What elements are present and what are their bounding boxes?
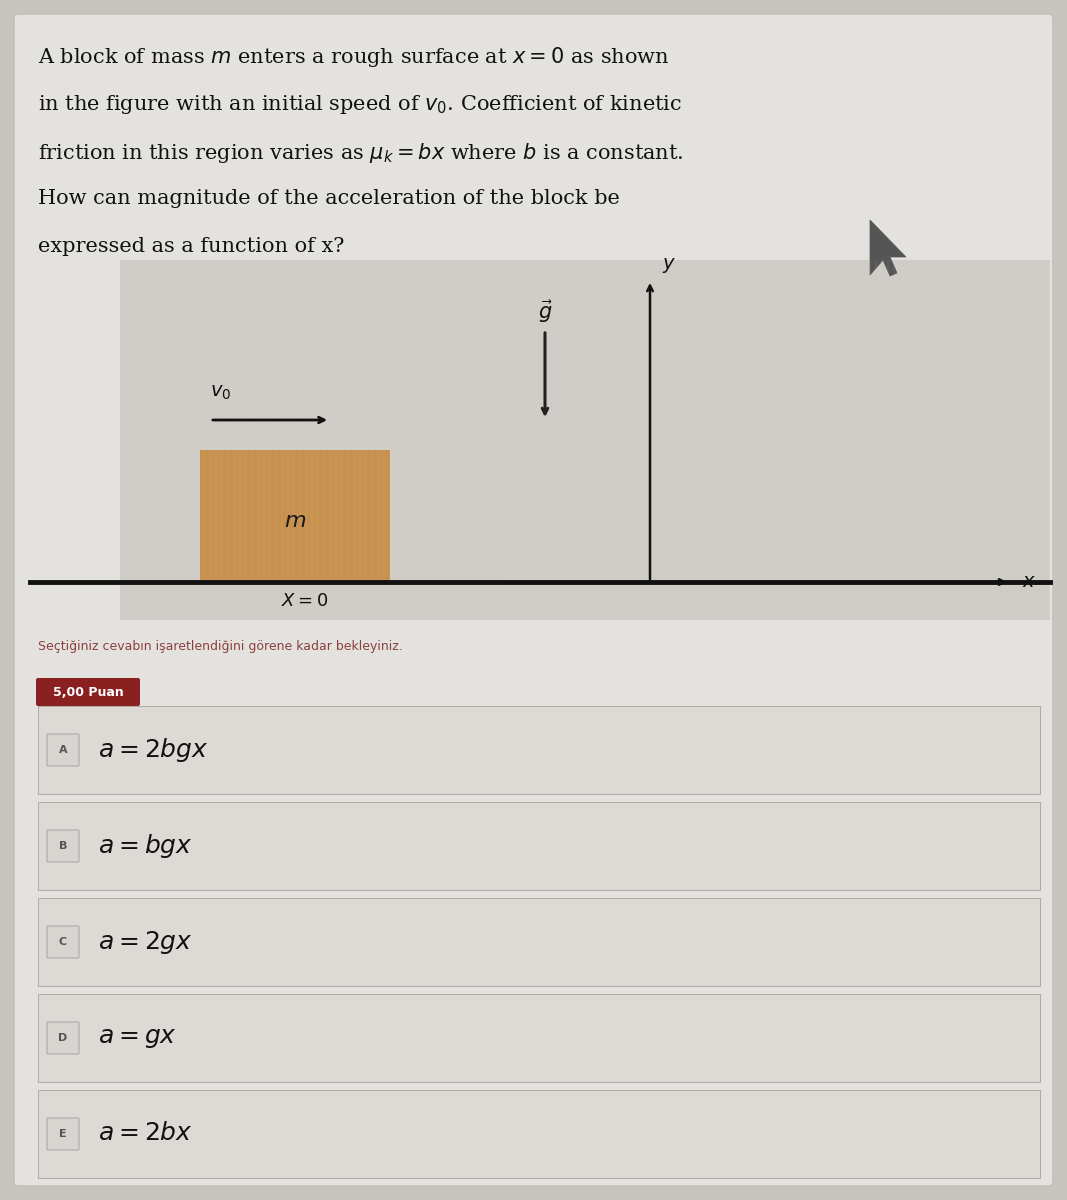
Text: $X=0$: $X=0$ — [282, 592, 329, 610]
FancyBboxPatch shape — [47, 734, 79, 766]
Text: $a = 2bx$: $a = 2bx$ — [98, 1122, 193, 1146]
Text: A block of mass $m$ enters a rough surface at $x = 0$ as shown: A block of mass $m$ enters a rough surfa… — [38, 44, 670, 68]
FancyBboxPatch shape — [14, 14, 1053, 1186]
Text: Seçtiğiniz cevabın işaretlendiğini görene kadar bekleyiniz.: Seçtiğiniz cevabın işaretlendiğini gören… — [38, 640, 402, 653]
Text: $a = 2gx$: $a = 2gx$ — [98, 929, 193, 955]
Text: How can magnitude of the acceleration of the block be: How can magnitude of the acceleration of… — [38, 188, 620, 208]
Text: A: A — [59, 745, 67, 755]
Text: $m$: $m$ — [284, 510, 306, 532]
Bar — [38, 706, 1040, 794]
FancyBboxPatch shape — [36, 678, 140, 706]
Text: $a = gx$: $a = gx$ — [98, 1026, 177, 1050]
Bar — [120, 260, 1050, 620]
Text: $y$: $y$ — [662, 256, 676, 275]
Text: friction in this region varies as $\mu_k = bx$ where $b$ is a constant.: friction in this region varies as $\mu_k… — [38, 140, 684, 164]
Text: in the figure with an initial speed of $v_0$. Coefficient of kinetic: in the figure with an initial speed of $… — [38, 92, 682, 116]
FancyBboxPatch shape — [47, 1022, 79, 1054]
Bar — [38, 994, 1040, 1082]
Text: $x$: $x$ — [1022, 572, 1036, 590]
Bar — [38, 802, 1040, 890]
Text: $\vec{g}$: $\vec{g}$ — [538, 298, 553, 325]
Polygon shape — [870, 220, 906, 276]
Text: expressed as a function of x?: expressed as a function of x? — [38, 236, 345, 256]
Text: $v_0$: $v_0$ — [210, 384, 232, 402]
Bar — [38, 898, 1040, 986]
Bar — [200, 450, 391, 582]
Text: D: D — [59, 1033, 67, 1043]
FancyBboxPatch shape — [47, 1118, 79, 1150]
Text: B: B — [59, 841, 67, 851]
Text: $a = 2bgx$: $a = 2bgx$ — [98, 736, 209, 764]
FancyBboxPatch shape — [47, 926, 79, 958]
FancyBboxPatch shape — [47, 830, 79, 862]
Text: $a = bgx$: $a = bgx$ — [98, 832, 193, 860]
Text: C: C — [59, 937, 67, 947]
Text: E: E — [59, 1129, 67, 1139]
Bar — [38, 1090, 1040, 1178]
Text: 5,00 Puan: 5,00 Puan — [52, 685, 124, 698]
